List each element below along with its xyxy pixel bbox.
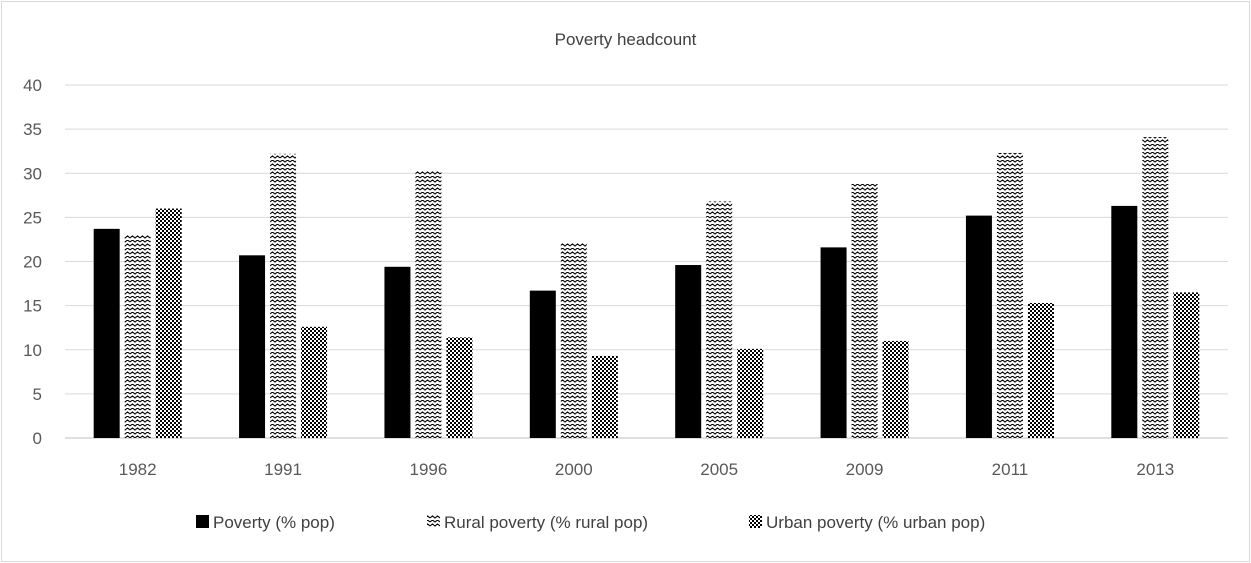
legend-swatch — [427, 515, 440, 528]
bar-rural-poverty-2013 — [1142, 137, 1168, 438]
bar-poverty-1982 — [94, 229, 120, 438]
bar-urban-poverty-2009 — [883, 341, 909, 438]
x-tick-label: 2013 — [1136, 460, 1174, 479]
bar-poverty-2000 — [530, 291, 556, 438]
bar-rural-poverty-2011 — [997, 153, 1023, 438]
bar-poverty-1991 — [239, 255, 265, 438]
bar-rural-poverty-1982 — [125, 235, 151, 438]
bar-urban-poverty-2000 — [592, 356, 618, 438]
bar-poverty-1996 — [384, 267, 410, 438]
bar-rural-poverty-1996 — [415, 171, 441, 438]
legend-label: Poverty (% pop) — [213, 513, 335, 532]
legend-label: Rural poverty (% rural pop) — [444, 513, 648, 532]
legend-item-urban-poverty: Urban poverty (% urban pop) — [749, 513, 985, 532]
y-tick-label: 5 — [33, 385, 42, 404]
legend-item-rural-poverty: Rural poverty (% rural pop) — [427, 513, 648, 532]
legend-label: Urban poverty (% urban pop) — [766, 513, 985, 532]
y-tick-label: 15 — [23, 297, 42, 316]
bar-urban-poverty-2013 — [1173, 292, 1199, 438]
y-tick-label: 35 — [23, 120, 42, 139]
x-tick-label: 2000 — [555, 460, 593, 479]
x-tick-label: 2005 — [700, 460, 738, 479]
bar-urban-poverty-1996 — [446, 337, 472, 438]
x-tick-label: 2011 — [992, 460, 1029, 479]
bar-urban-poverty-1991 — [301, 327, 327, 438]
bar-rural-poverty-2005 — [706, 201, 732, 438]
bar-rural-poverty-1991 — [270, 154, 296, 438]
y-tick-label: 0 — [33, 429, 42, 448]
bar-urban-poverty-2011 — [1028, 303, 1054, 438]
bar-poverty-2013 — [1111, 206, 1137, 438]
legend: Poverty (% pop) Rural poverty (% rural po… — [196, 513, 985, 532]
x-tick-label: 1991 — [264, 460, 302, 479]
y-axis-ticks: 0 5 10 15 20 25 30 35 40 — [23, 76, 42, 448]
bar-poverty-2011 — [966, 216, 992, 438]
bar-urban-poverty-2005 — [737, 349, 763, 438]
x-tick-label: 1996 — [410, 460, 448, 479]
y-tick-label: 25 — [23, 208, 42, 227]
x-axis-ticks: 1982 1991 1996 2000 2005 2009 2011 2013 — [119, 460, 1174, 479]
bar-rural-poverty-2009 — [852, 183, 878, 438]
legend-swatch — [749, 515, 762, 528]
bar-poverty-2009 — [821, 247, 847, 438]
y-tick-label: 10 — [23, 341, 42, 360]
y-tick-label: 20 — [23, 253, 42, 272]
bar-poverty-2005 — [675, 265, 701, 438]
y-tick-label: 30 — [23, 164, 42, 183]
x-tick-label: 2009 — [846, 460, 884, 479]
bars — [94, 137, 1200, 438]
y-tick-label: 40 — [23, 76, 42, 95]
legend-item-poverty: Poverty (% pop) — [196, 513, 335, 532]
bar-rural-poverty-2000 — [561, 243, 587, 438]
x-tick-label: 1982 — [119, 460, 157, 479]
bar-urban-poverty-1982 — [156, 209, 182, 438]
legend-swatch — [196, 515, 209, 528]
